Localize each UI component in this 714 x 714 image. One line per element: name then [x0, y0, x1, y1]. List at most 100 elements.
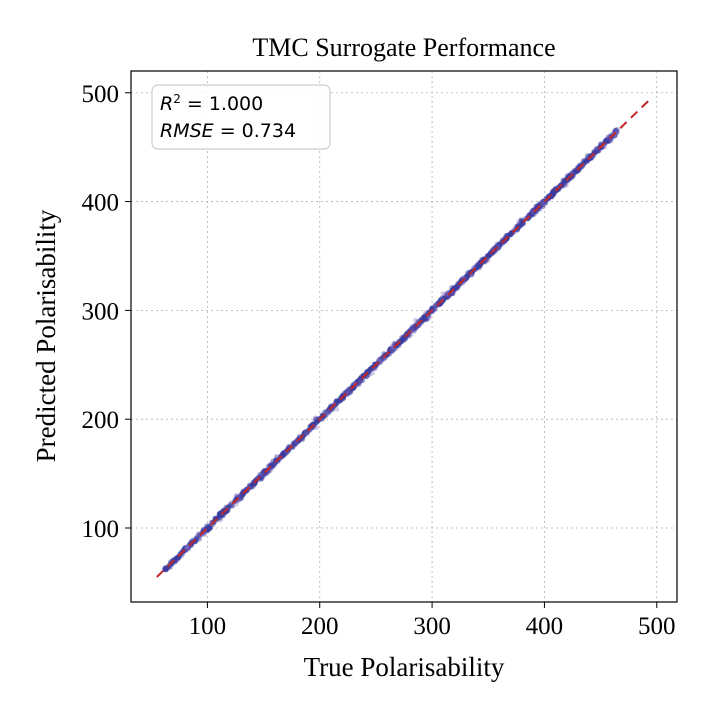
scatter-point [377, 356, 383, 362]
scatter-point [304, 430, 310, 436]
scatter-point [291, 440, 297, 446]
scatter-point [378, 359, 384, 365]
scatter-point [561, 180, 567, 186]
scatter-point [475, 262, 482, 268]
scatter-point [551, 190, 557, 196]
scatter-point [204, 526, 211, 532]
scatter-point [183, 545, 190, 551]
scatter-point [216, 512, 222, 519]
scatter-point [410, 325, 416, 331]
scatter-point [539, 202, 545, 208]
scatter-point [495, 242, 502, 249]
scatter-point [260, 471, 266, 477]
scatter-point [529, 211, 535, 217]
scatter-point [173, 556, 179, 562]
scatter-point [443, 295, 449, 301]
scatter-point [250, 483, 256, 490]
scatter-point [422, 316, 428, 322]
scatter-point [475, 263, 481, 270]
scatter-point [207, 525, 214, 531]
scatter-point [216, 511, 222, 517]
r2-value: = 1.000 [181, 93, 263, 115]
scatter-point [518, 222, 524, 229]
scatter-point [173, 558, 179, 564]
scatter-point [572, 169, 578, 176]
scatter-point [515, 219, 521, 225]
scatter-point [162, 567, 168, 573]
scatter-point [432, 306, 438, 312]
scatter-point [486, 253, 492, 259]
scatter-point [176, 554, 182, 560]
scatter-point [400, 336, 406, 343]
scatter-point [454, 284, 460, 290]
scatter-point [205, 523, 211, 529]
scatter-point [240, 492, 246, 498]
scatter-point [602, 138, 609, 144]
scatter-point [347, 389, 354, 395]
scatter-point [313, 420, 319, 426]
scatter-point [283, 450, 290, 456]
scatter-point [202, 532, 208, 537]
scatter-point [364, 368, 371, 374]
scatter-point [400, 336, 407, 342]
scatter-point [606, 138, 612, 144]
scatter-point [529, 208, 535, 214]
scatter-point [182, 544, 188, 551]
scatter-point [345, 387, 351, 394]
scatter-point [560, 177, 566, 183]
scatter-point [412, 317, 418, 323]
scatter-point [486, 252, 492, 258]
scatter-point [443, 294, 449, 300]
scatter-point [596, 148, 602, 154]
scatter-point [463, 276, 469, 282]
scatter-point [184, 544, 190, 550]
scatter-point [504, 232, 510, 239]
scatter-point [271, 461, 277, 467]
scatter-point [538, 200, 544, 206]
scatter-point [292, 440, 299, 447]
scatter-point [302, 430, 308, 436]
scatter-point [428, 305, 435, 312]
scatter-point [183, 545, 189, 551]
scatter-point [259, 475, 265, 482]
scatter-point [207, 524, 213, 530]
scatter-point [367, 366, 373, 372]
scatter-point [508, 231, 514, 237]
scatter-point [378, 356, 385, 362]
scatter-point [279, 451, 286, 457]
scatter-point [542, 200, 548, 206]
scatter-point [392, 346, 398, 352]
scatter-point [184, 545, 190, 550]
scatter-point [551, 190, 557, 196]
scatter-point [280, 451, 286, 457]
scatter-point [562, 181, 568, 187]
scatter-point [403, 335, 409, 341]
scatter-point [421, 316, 427, 322]
scatter-point [455, 285, 461, 291]
scatter-point [368, 365, 374, 371]
scatter-point [246, 482, 253, 488]
scatter-point [550, 188, 556, 194]
scatter-point [262, 471, 269, 477]
scatter-point [333, 398, 339, 405]
reference-line [156, 97, 652, 578]
scatter-point [326, 409, 331, 415]
scatter-point [486, 253, 492, 259]
scatter-point [613, 127, 619, 134]
scatter-point [605, 138, 612, 145]
scatter-point [346, 386, 352, 392]
scatter-point [421, 316, 428, 322]
scatter-point [334, 398, 340, 404]
scatter-point [421, 314, 427, 320]
scatter-point [174, 555, 180, 561]
scatter-point [303, 431, 309, 436]
scatter-point [270, 458, 276, 464]
scatter-point [217, 511, 223, 517]
scatter-point [324, 412, 330, 417]
scatter-point [602, 138, 608, 145]
scatter-point [355, 378, 361, 384]
scatter-point [476, 260, 482, 266]
scatter-point [432, 302, 438, 308]
scatter-point [184, 546, 190, 552]
